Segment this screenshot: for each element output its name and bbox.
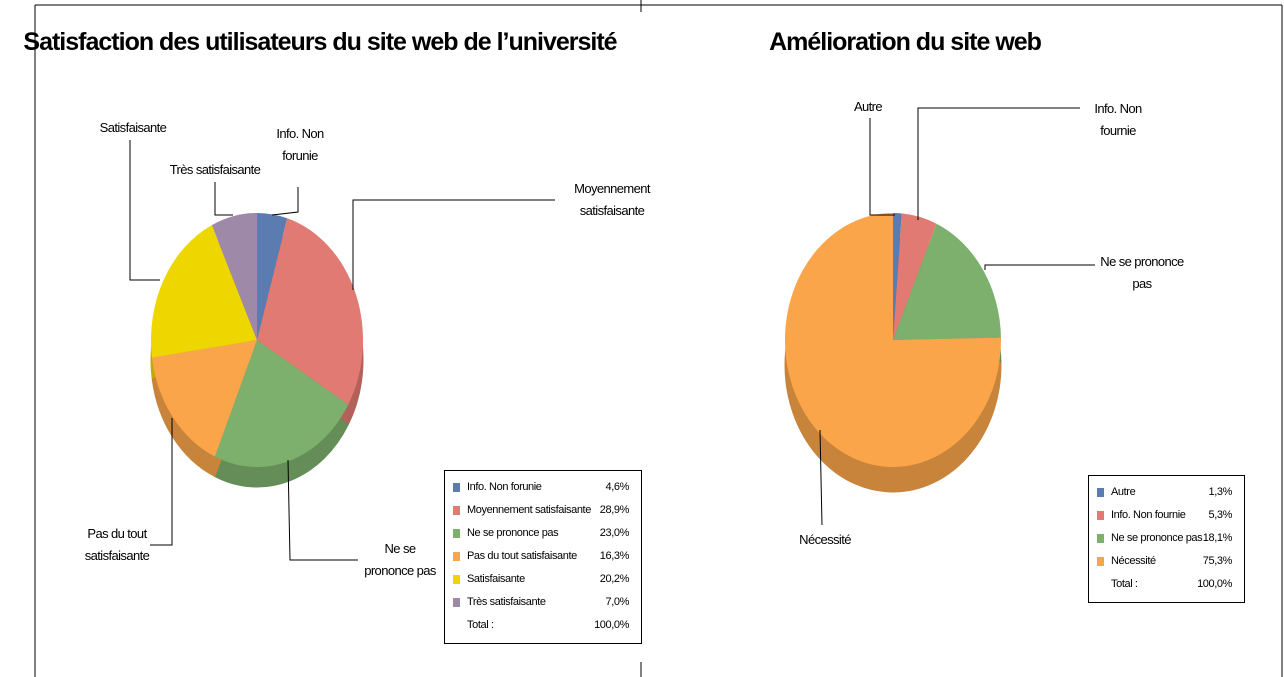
legend-row: Satisfaisante 20,2% [445, 568, 641, 591]
legend-value: 75,3% [1202, 555, 1233, 567]
legend-swatch [453, 483, 460, 492]
legend-row: Ne se prononce pas 18,1% [1089, 527, 1244, 550]
legend-value: 28,9% [599, 504, 630, 516]
legend-row: Moyennement satisfaisante 28,9% [445, 499, 641, 522]
legend-swatch [453, 552, 460, 561]
leader-line [917, 107, 1080, 220]
slice-label: Ne se prononce pas [364, 541, 436, 578]
pie-slice [152, 340, 257, 457]
leader-line [271, 187, 299, 216]
legend-row: Autre 1,3% [1089, 481, 1244, 504]
slice-label: Satisfaisante [99, 120, 167, 135]
legend-label: Très satisfaisante [467, 596, 546, 608]
slice-label: Ne se prononce pas [1100, 254, 1184, 291]
leader-line [287, 459, 358, 561]
legend-total: Total : 100,0% [445, 614, 641, 637]
legend-label: Ne se prononce pas [1111, 532, 1203, 544]
pie-slice [257, 213, 288, 340]
chart-title: Satisfaction des utilisateurs du site we… [23, 28, 617, 56]
leader-line [869, 118, 895, 216]
legend-label: Pas du tout satisfaisante [467, 550, 577, 562]
slice-label: Info. Non fournie [1094, 101, 1142, 138]
legend-label: Autre [1111, 486, 1136, 498]
legend-swatch [453, 506, 460, 515]
legend-value: 1,3% [1208, 486, 1233, 498]
legend-swatch [453, 529, 460, 538]
legend-row: Info. Non forunie 4,6% [445, 476, 641, 499]
leader-line [984, 264, 1095, 270]
legend-value: 7,0% [605, 596, 630, 608]
leader-line [819, 429, 823, 526]
legend-label: Ne se prononce pas [467, 527, 559, 539]
slice-label: Autre [853, 99, 883, 114]
legend-row: Nécessité 75,3% [1089, 550, 1244, 573]
slice-label: Nécessité [799, 532, 851, 547]
slice-label: Info. Non forunie [276, 126, 324, 163]
pie-slice [214, 340, 349, 468]
total-value: 100,0% [594, 619, 629, 631]
legend-label: Info. Non fournie [1111, 509, 1186, 521]
leader-line [214, 182, 233, 216]
leader-line [129, 140, 160, 281]
total-label: Total : [467, 619, 494, 631]
leader-line [150, 418, 173, 546]
total-value: 100,0% [1197, 578, 1232, 590]
legend-row: Très satisfaisante 7,0% [445, 591, 641, 614]
legend-swatch [1097, 488, 1104, 497]
slice-label: Moyennement satisfaisante [574, 181, 650, 218]
legend-swatch [1097, 511, 1104, 520]
legend-label: Info. Non forunie [467, 481, 542, 493]
slice-label: Pas du tout satisfaisante [84, 526, 150, 563]
pie-slice [893, 223, 1001, 340]
legend-label: Moyennement satisfaisante [467, 504, 591, 516]
legend-value: 5,3% [1208, 509, 1233, 521]
leader-line [352, 199, 555, 290]
legend-value: 20,2% [599, 573, 630, 585]
pie-slice [211, 213, 257, 340]
legend-row: Pas du tout satisfaisante 16,3% [445, 545, 641, 568]
pie-slice [257, 218, 363, 405]
legend-value: 18,1% [1202, 532, 1233, 544]
pie-slice [893, 213, 937, 340]
chart-title: Amélioration du site web [769, 28, 1042, 56]
pie-slice [893, 213, 902, 340]
legend-swatch [1097, 534, 1104, 543]
legend-total: Total : 100,0% [1089, 573, 1244, 596]
legend-swatch [1097, 557, 1104, 566]
pie-slice [784, 213, 1001, 467]
legend-value: 4,6% [605, 481, 630, 493]
legend-row: Info. Non fournie 5,3% [1089, 504, 1244, 527]
legend-label: Nécessité [1111, 555, 1156, 567]
legend-value: 16,3% [599, 550, 630, 562]
legend-swatch [453, 575, 460, 584]
legend: Info. Non forunie 4,6% Moyennement satisfa… [444, 470, 642, 644]
legend: Autre 1,3% Info. Non fournie 5,3% Ne se pron… [1088, 475, 1245, 603]
slice-label: Très satisfaisante [169, 162, 261, 177]
legend-swatch [453, 598, 460, 607]
legend-value: 23,0% [599, 527, 630, 539]
legend-label: Satisfaisante [467, 573, 525, 585]
pie-slice [151, 225, 257, 358]
legend-row: Ne se prononce pas 23,0% [445, 522, 641, 545]
total-label: Total : [1111, 578, 1138, 590]
